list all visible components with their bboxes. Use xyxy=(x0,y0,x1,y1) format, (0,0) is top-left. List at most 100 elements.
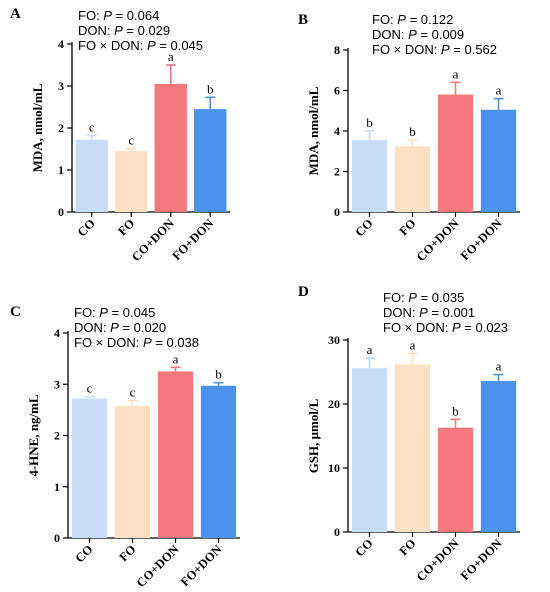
significance-letter: b xyxy=(409,124,416,139)
significance-letter: c xyxy=(89,120,95,135)
stat-p-symbol: P xyxy=(99,305,108,320)
y-tick-label: 1 xyxy=(58,163,64,177)
significance-letter: a xyxy=(453,66,459,81)
stat-factor: FO × DON: xyxy=(74,335,143,350)
x-tick-label: CO+DON xyxy=(129,216,177,264)
stat-line: FO: P = 0.035 xyxy=(383,290,464,305)
stat-line: DON: P = 0.001 xyxy=(383,305,475,320)
significance-letter: c xyxy=(130,385,136,400)
x-tick-label: CO xyxy=(75,216,98,239)
stat-factor: FO × DON: xyxy=(372,42,441,57)
panel-letter: C xyxy=(10,304,21,320)
x-tick-label: FO xyxy=(396,216,418,238)
bar-fo-don xyxy=(480,380,517,532)
y-tick-label: 10 xyxy=(328,461,340,475)
stat-line: FO × DON: P = 0.023 xyxy=(383,320,508,335)
stat-factor: DON: xyxy=(383,305,419,320)
significance-letter: a xyxy=(496,83,502,98)
y-axis-title: GSH, μmol/L xyxy=(306,398,321,473)
stat-p-value: = 0.038 xyxy=(152,335,199,350)
stat-factor: FO: xyxy=(74,305,99,320)
stat-line: DON: P = 0.009 xyxy=(372,27,464,42)
bar-fo xyxy=(394,146,431,212)
bar-co-don xyxy=(437,427,474,532)
stat-factor: FO: xyxy=(383,290,408,305)
x-tick-label: FO+DON xyxy=(458,536,505,583)
x-tick-label: FO+DON xyxy=(178,542,225,589)
x-tick-label: CO xyxy=(72,542,95,565)
significance-letter: a xyxy=(173,351,179,366)
bar-fo-don xyxy=(194,109,227,212)
x-tick-label: FO+DON xyxy=(170,216,217,263)
panel-letter: B xyxy=(298,12,308,28)
bar-co xyxy=(75,139,108,212)
y-axis-title: MDA, nmol/mL xyxy=(306,86,321,175)
stat-p-symbol: P xyxy=(408,290,417,305)
y-tick-label: 4 xyxy=(334,124,340,138)
stat-line: FO: P = 0.064 xyxy=(78,8,159,23)
significance-letter: b xyxy=(366,115,373,130)
stat-line: FO × DON: P = 0.045 xyxy=(78,38,203,53)
bar-co xyxy=(351,368,388,532)
stat-line: FO: P = 0.045 xyxy=(74,305,155,320)
stat-p-symbol: P xyxy=(419,305,428,320)
y-axis-title: 4-HNE, ng/mL xyxy=(26,394,41,477)
bar-co-don xyxy=(157,371,194,538)
x-tick-label: CO+DON xyxy=(414,216,462,264)
bar-fo xyxy=(115,151,148,212)
stat-factor: FO: xyxy=(78,8,103,23)
y-tick-label: 2 xyxy=(58,121,64,135)
stat-factor: DON: xyxy=(74,320,110,335)
y-tick-label: 2 xyxy=(54,429,60,443)
x-tick-label: FO xyxy=(116,542,138,564)
stat-p-value: = 0.020 xyxy=(119,320,166,335)
stat-p-symbol: P xyxy=(441,42,450,57)
stat-line: DON: P = 0.029 xyxy=(78,23,170,38)
significance-letter: a xyxy=(168,49,174,64)
y-tick-label: 20 xyxy=(328,397,340,411)
y-tick-label: 30 xyxy=(328,333,340,347)
stat-factor: DON: xyxy=(372,27,408,42)
panel-letter: D xyxy=(298,284,309,300)
significance-letter: a xyxy=(496,359,502,374)
y-tick-label: 2 xyxy=(334,165,340,179)
stat-factor: FO × DON: xyxy=(383,320,452,335)
y-tick-label: 0 xyxy=(334,525,340,539)
stat-p-symbol: P xyxy=(408,27,417,42)
stat-p-value: = 0.045 xyxy=(108,305,155,320)
y-axis-title: MDA, nmol/mL xyxy=(30,83,45,172)
x-tick-label: CO xyxy=(352,216,375,239)
stat-p-symbol: P xyxy=(114,23,123,38)
stat-p-symbol: P xyxy=(110,320,119,335)
x-tick-label: FO xyxy=(115,216,137,238)
y-tick-label: 3 xyxy=(58,79,64,93)
stat-p-value: = 0.001 xyxy=(428,305,475,320)
y-tick-label: 3 xyxy=(54,377,60,391)
stat-line: FO: P = 0.122 xyxy=(372,12,453,27)
y-tick-label: 4 xyxy=(54,326,60,340)
x-tick-label: FO+DON xyxy=(458,216,505,263)
y-tick-label: 1 xyxy=(54,480,60,494)
stat-p-value: = 0.023 xyxy=(461,320,508,335)
stat-p-symbol: P xyxy=(103,8,112,23)
stat-p-value: = 0.029 xyxy=(123,23,170,38)
x-tick-label: CO xyxy=(352,536,375,559)
bar-co xyxy=(71,398,108,538)
stat-p-symbol: P xyxy=(147,38,156,53)
x-tick-label: CO+DON xyxy=(414,536,462,584)
stat-p-value: = 0.035 xyxy=(417,290,464,305)
significance-letter: b xyxy=(452,403,459,418)
stat-p-value: = 0.045 xyxy=(156,38,203,53)
stat-p-value: = 0.122 xyxy=(406,12,453,27)
stat-line: DON: P = 0.020 xyxy=(74,320,166,335)
stat-p-value: = 0.009 xyxy=(417,27,464,42)
y-tick-label: 6 xyxy=(334,84,340,98)
x-tick-label: FO xyxy=(396,536,418,558)
panel-letter: A xyxy=(10,6,21,22)
stat-p-value: = 0.064 xyxy=(112,8,159,23)
